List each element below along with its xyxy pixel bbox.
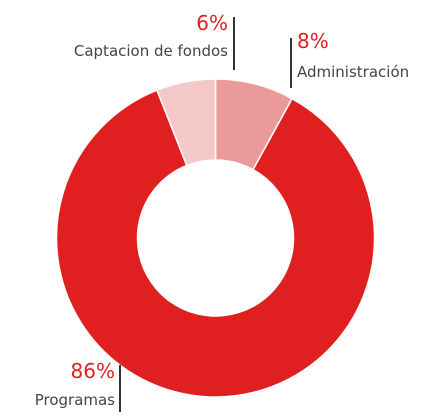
- value-label: 8%: [297, 29, 329, 53]
- donut-slice: [155, 78, 217, 167]
- category-label: Programas: [35, 391, 115, 409]
- value-label: 86%: [71, 359, 115, 383]
- value-label: 6%: [196, 11, 228, 35]
- category-label: Administración: [297, 63, 409, 81]
- category-label: Captacion de fondos: [74, 42, 228, 60]
- donut-slice: [55, 89, 376, 398]
